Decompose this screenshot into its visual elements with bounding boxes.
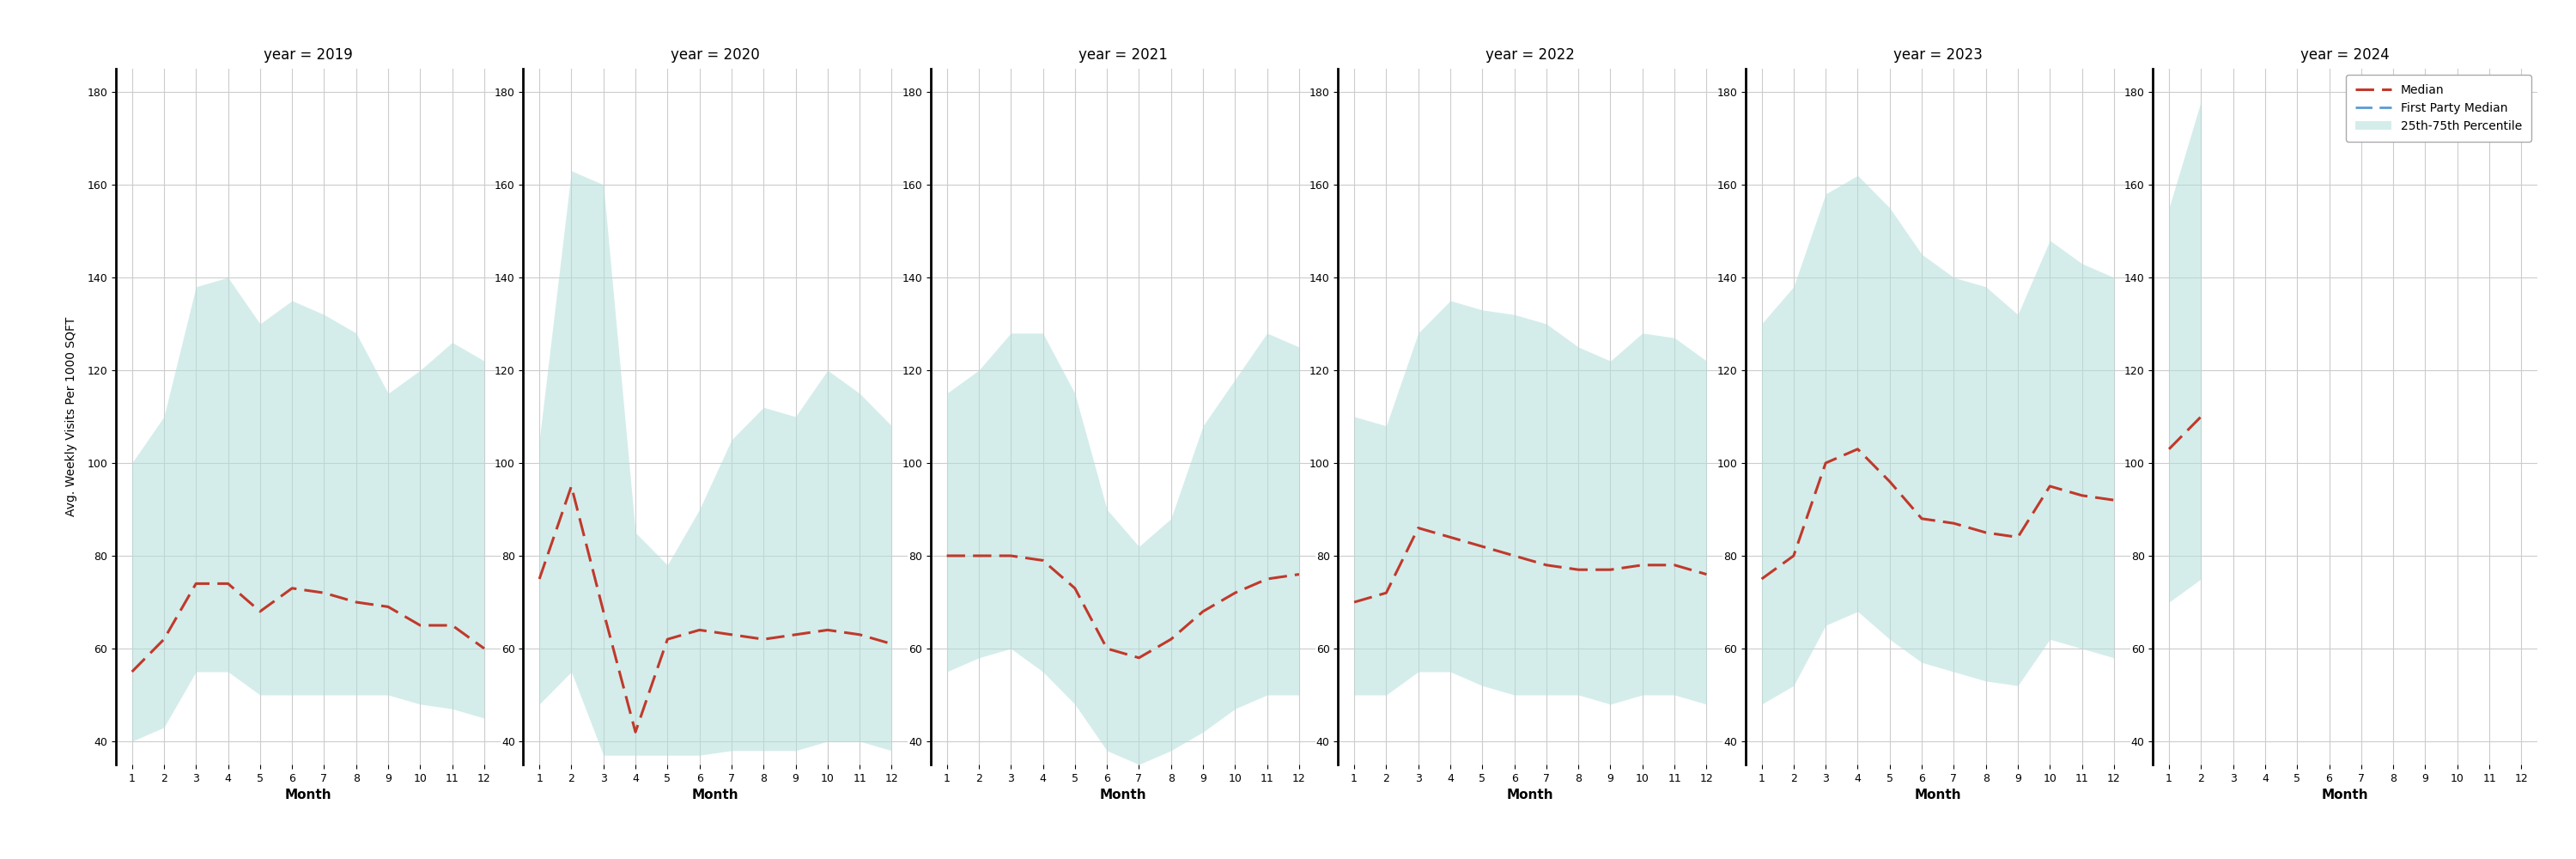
X-axis label: Month: Month <box>1914 789 1960 801</box>
Y-axis label: Avg. Weekly Visits Per 1000 SQFT: Avg. Weekly Visits Per 1000 SQFT <box>64 317 77 516</box>
Title: year = 2023: year = 2023 <box>1893 47 1984 63</box>
Title: year = 2024: year = 2024 <box>2300 47 2391 63</box>
X-axis label: Month: Month <box>283 789 332 801</box>
Legend: Median, First Party Median, 25th-75th Percentile: Median, First Party Median, 25th-75th Pe… <box>2347 75 2532 142</box>
X-axis label: Month: Month <box>2321 789 2370 801</box>
X-axis label: Month: Month <box>693 789 739 801</box>
Title: year = 2022: year = 2022 <box>1486 47 1574 63</box>
X-axis label: Month: Month <box>1507 789 1553 801</box>
Title: year = 2020: year = 2020 <box>670 47 760 63</box>
X-axis label: Month: Month <box>1100 789 1146 801</box>
Title: year = 2019: year = 2019 <box>263 47 353 63</box>
Title: year = 2021: year = 2021 <box>1079 47 1167 63</box>
